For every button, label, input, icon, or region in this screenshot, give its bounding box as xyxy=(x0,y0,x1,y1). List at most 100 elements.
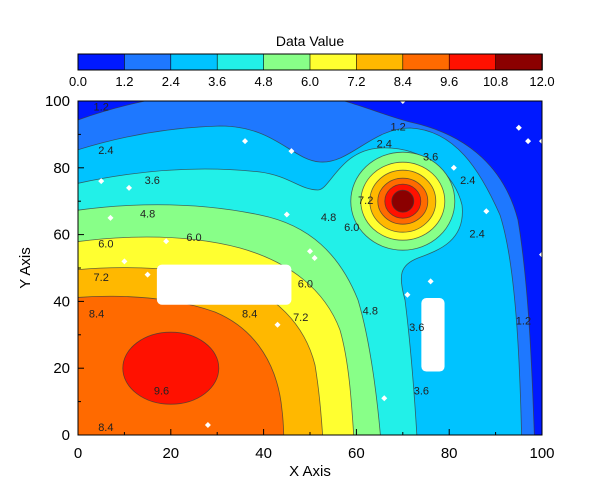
x-tick-label: 60 xyxy=(348,445,365,462)
colorbar-tick-label: 4.8 xyxy=(255,74,273,89)
data-marker xyxy=(399,101,406,104)
data-marker xyxy=(283,211,290,218)
y-tick-label: 80 xyxy=(53,160,70,177)
colorbar-cells xyxy=(77,53,543,71)
data-marker xyxy=(98,178,105,185)
colorbar-cell xyxy=(309,53,358,71)
contour-label: 8.4 xyxy=(98,422,113,434)
data-marker xyxy=(539,251,542,258)
masked-regions xyxy=(156,264,445,372)
data-marker xyxy=(515,124,522,131)
colorbar-tick-label: 8.4 xyxy=(394,74,412,89)
data-markers xyxy=(98,101,542,428)
x-tick-label: 20 xyxy=(162,445,179,462)
contour-label: 1.2 xyxy=(516,315,531,327)
colorbar: Data Value 0.0 1.2 2.4 3.6 4.8 6.0 7.2 8.4 9.6 10… xyxy=(69,33,555,89)
colorbar-cell xyxy=(356,53,404,71)
colorbar-cell xyxy=(216,53,265,71)
colorbar-cell xyxy=(448,53,497,71)
contour-label: 7.2 xyxy=(293,312,308,324)
contour-label: 3.6 xyxy=(409,322,424,334)
data-marker xyxy=(450,164,457,171)
data-marker xyxy=(404,291,411,298)
colorbar-tick-label: 1.2 xyxy=(115,74,133,89)
contour-label: 9.6 xyxy=(154,385,169,397)
contour-band xyxy=(391,189,415,213)
data-marker xyxy=(121,258,128,265)
data-marker xyxy=(242,138,249,145)
colorbar-cell xyxy=(495,53,543,71)
data-marker xyxy=(311,254,318,261)
contour-label: 2.4 xyxy=(460,175,475,187)
contour-label: 2.4 xyxy=(98,145,113,157)
contour-label: 6.0 xyxy=(298,279,313,291)
contour-label: 3.6 xyxy=(423,152,438,164)
colorbar-cell xyxy=(77,53,126,71)
masked-region xyxy=(156,264,292,305)
colorbar-title: Data Value xyxy=(276,33,344,49)
x-tick-label: 0 xyxy=(74,445,82,462)
contour-label: 1.2 xyxy=(94,102,109,114)
data-marker xyxy=(381,395,388,402)
y-tick-label: 60 xyxy=(53,227,70,244)
contour-label: 1.2 xyxy=(391,122,406,134)
data-marker xyxy=(144,271,151,278)
data-marker xyxy=(288,148,295,155)
data-marker xyxy=(274,321,281,328)
colorbar-cell xyxy=(402,53,450,71)
data-marker xyxy=(525,138,532,145)
contour-label: 6.0 xyxy=(98,239,113,251)
contour-label: 2.4 xyxy=(469,229,484,241)
contour-label: 3.6 xyxy=(145,175,160,187)
contour-label: 4.8 xyxy=(321,212,336,224)
colorbar-tick-label: 10.8 xyxy=(483,74,508,89)
data-marker xyxy=(126,184,133,191)
colorbar-tick-label: 9.6 xyxy=(440,74,458,89)
colorbar-tick-label: 2.4 xyxy=(162,74,180,89)
colorbar-tick-label: 3.6 xyxy=(208,74,226,89)
contour-label: 6.0 xyxy=(186,232,201,244)
colorbar-cell xyxy=(263,53,311,71)
data-marker xyxy=(483,208,490,215)
contour-bands xyxy=(78,101,535,435)
y-tick-label: 100 xyxy=(45,93,70,110)
y-tick-label: 20 xyxy=(53,360,70,377)
colorbar-tick-labels: 0.0 1.2 2.4 3.6 4.8 6.0 7.2 8.4 9.6 10.8 12.0 xyxy=(69,74,555,89)
contour-labels: 1.2 2.4 3.6 4.8 6.0 6.0 7.2 8.4 8.4 7.2 6.0 4.8 4.8 6… xyxy=(89,102,531,435)
x-tick-label: 40 xyxy=(255,445,272,462)
contour-label: 7.2 xyxy=(94,272,109,284)
x-axis: 0 20 40 60 80 100 xyxy=(74,429,555,462)
data-marker xyxy=(307,248,313,255)
colorbar-tick-label: 7.2 xyxy=(347,74,365,89)
colorbar-cell xyxy=(124,53,172,71)
contour-label: 6.0 xyxy=(344,222,359,234)
data-marker xyxy=(539,138,542,145)
y-axis-label: Y Axis xyxy=(17,247,34,288)
contour-label: 2.4 xyxy=(377,138,392,150)
x-axis-label: X Axis xyxy=(289,463,331,480)
colorbar-tick-label: 6.0 xyxy=(301,74,319,89)
data-marker xyxy=(107,214,114,221)
masked-region xyxy=(421,298,445,372)
y-tick-label: 0 xyxy=(62,427,70,444)
colorbar-tick-label: 12.0 xyxy=(529,74,554,89)
x-tick-label: 100 xyxy=(529,445,554,462)
y-axis: 0 20 40 60 80 100 xyxy=(45,93,84,444)
plot-area: 1.2 2.4 3.6 4.8 6.0 6.0 7.2 8.4 8.4 7.2 6.0 4.8 4.8 6… xyxy=(78,101,542,435)
contour-label: 4.8 xyxy=(140,208,155,220)
data-marker xyxy=(163,238,170,245)
contour-band xyxy=(122,331,220,405)
contour-label: 8.4 xyxy=(89,309,104,321)
colorbar-cell xyxy=(170,53,219,71)
x-tick-label: 80 xyxy=(441,445,458,462)
data-marker xyxy=(427,278,434,285)
y-tick-label: 40 xyxy=(53,293,70,310)
data-marker xyxy=(204,421,211,428)
contour-label: 8.4 xyxy=(242,309,257,321)
colorbar-tick-label: 0.0 xyxy=(69,74,87,89)
contour-label: 7.2 xyxy=(358,195,373,207)
contour-label: 4.8 xyxy=(363,305,378,317)
colorbar-frame xyxy=(77,53,543,71)
contour-label: 3.6 xyxy=(414,385,429,397)
